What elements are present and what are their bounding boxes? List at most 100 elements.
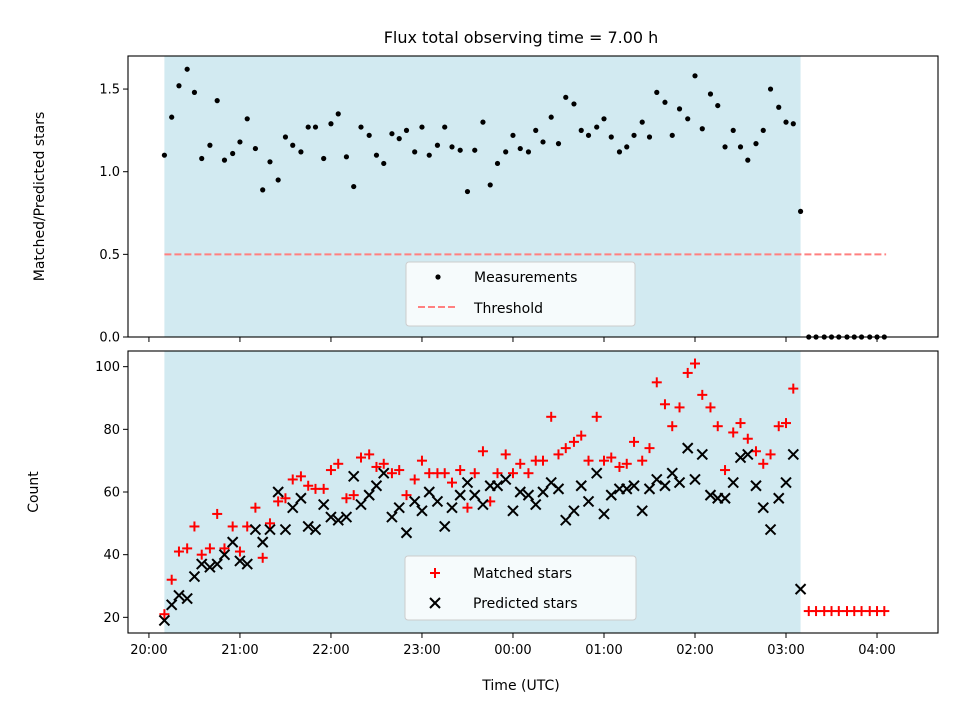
matched-legend-label: Matched stars	[473, 566, 572, 582]
ratio-panel: 0.0 0.5 1.0 1.5 Matched/Predicted stars Mea…	[32, 55, 939, 346]
matched-stars-point	[758, 458, 769, 469]
predicted-stars-point	[734, 451, 747, 464]
matched-stars-point	[750, 446, 761, 457]
count-y-axis-label: Count	[26, 471, 42, 513]
matched-stars-point	[742, 433, 753, 444]
matched-stars-point	[364, 449, 375, 460]
matched-stars-point	[720, 465, 731, 476]
matched-stars-point	[523, 468, 534, 479]
predicted-stars-point	[264, 523, 276, 536]
x-tick-label: 04:00	[858, 643, 895, 658]
predicted-stars-point	[158, 614, 171, 627]
predicted-stars-point	[514, 486, 526, 498]
matched-stars-point	[614, 461, 625, 472]
measurement-point	[608, 134, 614, 140]
matched-stars-point	[682, 367, 693, 378]
measurement-point	[646, 134, 653, 140]
measurement-point	[510, 132, 516, 138]
count-legend-box	[404, 555, 637, 621]
measurement-point	[707, 91, 714, 97]
measurement-point	[776, 104, 782, 110]
measurement-point	[578, 127, 584, 133]
predicted-stars-point	[659, 480, 671, 492]
measurement-point	[715, 102, 721, 109]
predicted-stars-point	[423, 486, 435, 498]
measurement-point	[487, 182, 493, 188]
measurement-point	[282, 134, 289, 140]
matched-stars-point	[159, 609, 170, 620]
matched-stars-point	[355, 452, 366, 463]
measurement-point	[654, 89, 660, 95]
predicted-stars-point	[794, 583, 807, 595]
measurements-legend-label: Measurements	[474, 270, 577, 286]
predicted-stars-point	[340, 511, 353, 523]
matched-stars-point	[659, 399, 670, 410]
measurement-point	[442, 124, 448, 130]
measurement-point	[343, 154, 350, 160]
y-tick-label: 0.0	[99, 331, 120, 346]
predicted-stars-point	[750, 480, 762, 492]
predicted-stars-point	[575, 480, 587, 492]
x-tick-label: 03:00	[767, 643, 804, 658]
measurement-point	[260, 187, 266, 193]
count-x-ticks: 20:00 21:00 22:00 23:00 00:00 01:00 02:00 03:00…	[130, 633, 896, 658]
measurement-point	[426, 152, 432, 158]
x-tick-label: 21:00	[221, 643, 258, 658]
predicted-stars-point	[446, 501, 458, 514]
measurement-point	[161, 152, 168, 158]
measurement-point	[389, 131, 395, 137]
measurement-point	[662, 99, 668, 105]
x-tick-label: 23:00	[403, 643, 440, 658]
measurement-point	[616, 149, 623, 155]
measurement-point	[176, 83, 182, 89]
measurement-point	[594, 124, 600, 130]
measurement-point	[199, 155, 205, 162]
matched-stars-point	[318, 483, 329, 494]
measurement-point	[403, 127, 410, 133]
matched-stars-point	[674, 402, 685, 413]
matched-stars-point	[439, 468, 450, 479]
measurement-point	[669, 132, 675, 138]
predicted-stars-point	[439, 520, 451, 533]
measurement-point	[305, 124, 311, 130]
matched-stars-point	[500, 449, 511, 460]
measurement-point	[692, 73, 698, 79]
x-tick-label: 22:00	[312, 643, 349, 658]
predicted-stars-point	[689, 473, 701, 486]
predicted-stars-point	[408, 495, 421, 508]
matched-stars-point	[227, 521, 238, 532]
matched-stars-point	[273, 496, 284, 507]
matched-stars-point	[287, 474, 298, 485]
predicted-stars-point	[530, 498, 542, 511]
measurement-point	[790, 121, 796, 127]
matched-stars-point	[204, 543, 215, 554]
predicted-stars-point	[241, 558, 253, 570]
predicted-stars-point	[628, 480, 640, 492]
matched-stars-point	[690, 358, 700, 369]
matched-stars-point	[583, 455, 594, 466]
predicted-stars-point	[621, 483, 633, 495]
ratio-x-ticks	[148, 337, 878, 342]
measurement-point	[685, 116, 691, 122]
predicted-stars-point	[704, 489, 717, 501]
predicted-stars-point	[188, 570, 201, 583]
measurement-point	[517, 145, 523, 152]
matched-stars-point	[242, 521, 253, 532]
matched-stars-point	[667, 421, 678, 432]
predicted-stars-point	[605, 489, 617, 501]
predicted-stars-point	[317, 498, 330, 511]
measurement-point	[373, 152, 380, 158]
measurement-point	[321, 155, 327, 162]
measurement-point	[366, 132, 372, 138]
measurement-point	[797, 208, 804, 214]
predicted-stars-point	[370, 480, 383, 492]
matched-stars-point	[576, 430, 587, 441]
matched-stars-point	[371, 461, 382, 472]
predicted-stars-point	[591, 467, 603, 479]
predicted-stars-point	[279, 523, 292, 536]
y-tick-label: 1.5	[99, 83, 120, 98]
predicted-stars-point	[696, 448, 708, 461]
predicted-stars-point	[780, 476, 792, 489]
measurement-point	[449, 144, 455, 150]
predicted-stars-point	[469, 489, 481, 501]
